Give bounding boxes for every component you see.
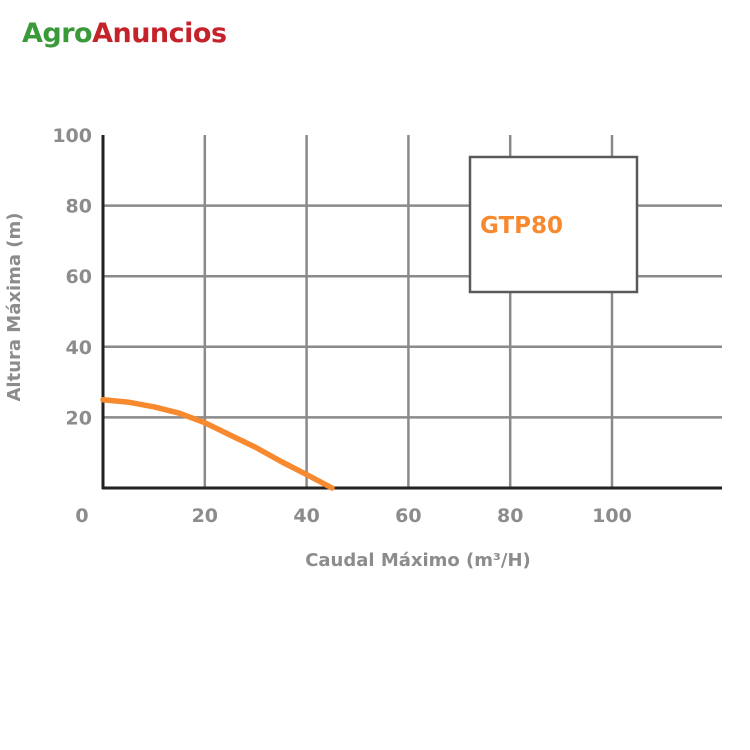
- legend-entry-gtp80: GTP80: [480, 213, 563, 239]
- x-tick-label-40: 40: [293, 505, 319, 527]
- chart-axes: [101, 135, 722, 490]
- y-tick-label-20: 20: [66, 407, 92, 429]
- y-tick-label-60: 60: [66, 266, 92, 288]
- chart-series: [100, 397, 335, 491]
- x-tick-label-0: 0: [75, 505, 88, 527]
- x-tick-label-60: 60: [395, 505, 421, 527]
- brand-logo-agro: Agro: [22, 18, 93, 49]
- y-axis-label: Altura Máxima (m): [4, 212, 25, 401]
- chart-legend: GTP80: [468, 155, 639, 294]
- x-tick-label-80: 80: [497, 505, 523, 527]
- series-line-gtp80: [100, 397, 335, 491]
- brand-logo: AgroAnuncios: [22, 18, 227, 49]
- x-axis-label: Caudal Máximo (m³/H): [305, 550, 531, 571]
- x-tick-label-20: 20: [192, 505, 218, 527]
- legend-box: [468, 155, 639, 294]
- y-tick-label-40: 40: [66, 337, 92, 359]
- brand-logo-anuncios: Anuncios: [92, 18, 227, 49]
- y-tick-label-100: 100: [52, 125, 92, 147]
- x-tick-label-100: 100: [592, 505, 632, 527]
- chart-ticks: 0 20 40 60 80 100 20 40 60 80 100: [52, 125, 632, 527]
- y-tick-label-80: 80: [66, 196, 92, 218]
